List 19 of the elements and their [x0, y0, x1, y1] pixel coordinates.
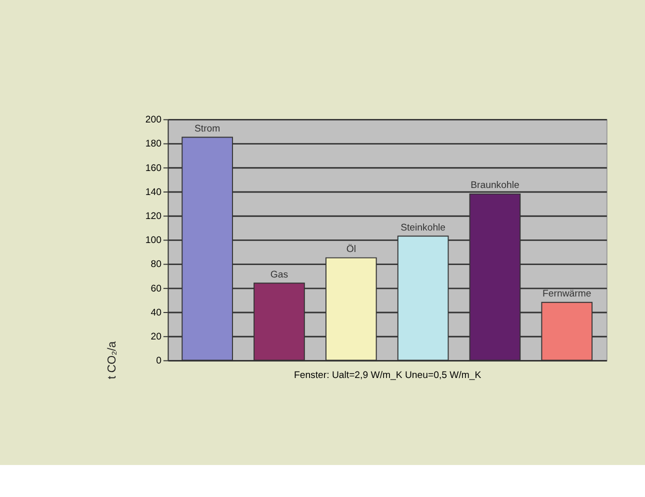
y-tick-label: 20 — [150, 332, 162, 343]
x-tick-label: Gas — [270, 269, 288, 280]
y-tick-label: 100 — [145, 235, 162, 246]
y-axis-title: t CO₂/a — [106, 340, 119, 380]
y-tick-label: 80 — [150, 259, 162, 270]
x-tick-label: Strom — [194, 124, 220, 135]
y-tick-label: 60 — [150, 283, 162, 294]
y-tick-label: 200 — [145, 114, 162, 126]
x-axis-title: Fenster: Ualt=2,9 W/m_K Uneu=0,5 W/m_K — [294, 370, 482, 382]
x-tick-label: Steinkohle — [400, 222, 446, 234]
x-tick-label: Braunkohle — [470, 180, 520, 192]
y-tick-label: 120 — [145, 211, 162, 222]
y-tick-label: 140 — [145, 186, 162, 198]
y-tick-label: 180 — [145, 138, 162, 150]
y-tick-label: 40 — [150, 307, 162, 318]
y-tick-label: 0 — [156, 356, 162, 367]
x-tick-label: Öl — [346, 243, 356, 256]
x-tick-label: Fernwärme — [542, 288, 592, 300]
y-tick-label: 160 — [145, 162, 162, 174]
